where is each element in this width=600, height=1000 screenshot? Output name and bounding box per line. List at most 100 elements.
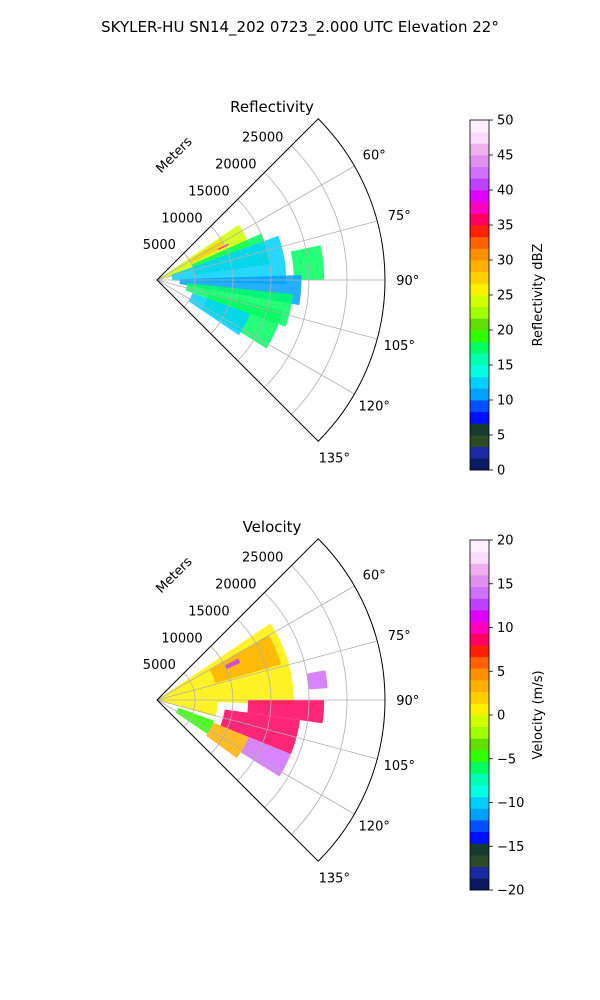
angle-tick-label: 120° — [359, 819, 390, 834]
colorbar-swatch — [470, 201, 489, 214]
colorbar-swatch — [470, 575, 489, 588]
colorbar-swatch — [470, 843, 489, 856]
radial-axis-label: Meters — [154, 554, 196, 596]
colorbar-swatch — [470, 586, 489, 599]
radial-tick-label: 25000 — [242, 551, 283, 566]
data-cell — [171, 235, 287, 285]
colorbar-swatch — [470, 190, 489, 203]
colorbar-tick-label: 30 — [497, 254, 514, 269]
colorbar-swatch — [470, 178, 489, 191]
angle-tick-label: 120° — [359, 399, 390, 414]
radial-axis-label: Meters — [154, 134, 196, 176]
colorbar-swatch — [470, 726, 489, 739]
sector-frame — [156, 118, 386, 442]
grid-layer — [156, 145, 385, 415]
colorbar-swatch — [470, 236, 489, 249]
colorbar-swatch — [470, 866, 489, 879]
colorbar-swatch — [470, 120, 489, 133]
colorbar-swatch — [470, 785, 489, 798]
angle-tick-label: 75° — [388, 209, 411, 224]
colorbar-swatch — [470, 365, 489, 378]
panel-title: Reflectivity — [230, 98, 314, 116]
radial-tick-label: 25000 — [242, 131, 283, 146]
colorbar-tick-label: −10 — [497, 796, 524, 811]
colorbar-swatch — [470, 703, 489, 716]
colorbar-tick-label: 15 — [497, 359, 514, 374]
angle-tick-label: 135° — [319, 871, 350, 886]
angular-gridline — [156, 279, 378, 340]
colorbar-swatch — [470, 248, 489, 261]
colorbar-swatch — [470, 283, 489, 296]
angle-tick-label: 60° — [363, 569, 386, 584]
colorbar-swatch — [470, 680, 489, 693]
angle-tick-label: 75° — [388, 629, 411, 644]
colorbar-swatch — [470, 155, 489, 168]
angle-tick-label: 60° — [363, 149, 386, 164]
colorbar: 0 5 10 15 20 25 30 35 40 45 50 Reflectivity dBZ — [469, 114, 546, 479]
data-cell — [290, 245, 325, 280]
angular-gridline — [156, 585, 355, 701]
colorbar-swatch — [470, 376, 489, 389]
colorbar-tick-label: −15 — [497, 840, 524, 855]
colorbar-swatch — [470, 306, 489, 319]
colorbar-tick-label: 50 — [497, 114, 514, 129]
colorbar-swatch — [470, 131, 489, 144]
sector-frame — [156, 538, 386, 862]
colorbar-tick-label: 10 — [497, 394, 514, 409]
colorbar-swatch — [470, 796, 489, 809]
colorbar-tick-label: 20 — [497, 324, 514, 339]
colorbar-swatch — [470, 271, 489, 284]
colorbar-tick-label: −5 — [497, 752, 516, 767]
radial-tick-label: 15000 — [188, 604, 229, 619]
colorbar-swatch — [470, 295, 489, 308]
angular-gridline — [156, 279, 355, 395]
data-cell — [217, 243, 229, 251]
angle-tick-label: 90° — [396, 694, 419, 709]
colorbar-label: Velocity (m/s) — [531, 670, 546, 759]
angle-tick-label: 105° — [384, 339, 415, 354]
colorbar-swatch — [470, 540, 489, 553]
colorbar-swatch — [470, 656, 489, 669]
colorbar-tick-label: 40 — [497, 184, 514, 199]
colorbar-tick-label: 0 — [497, 709, 505, 724]
colorbar-label: Reflectivity dBZ — [531, 244, 546, 347]
colorbar-swatch — [470, 761, 489, 774]
colorbar-swatch — [470, 446, 489, 459]
colorbar-swatch — [470, 668, 489, 681]
colorbar-swatch — [470, 458, 489, 471]
radial-tick-label: 5000 — [143, 658, 176, 673]
colorbar-swatch — [470, 621, 489, 634]
panel-title: Velocity — [243, 518, 302, 536]
colorbar-swatch — [470, 820, 489, 833]
colorbar-swatch — [470, 388, 489, 401]
colorbar-swatch — [470, 691, 489, 704]
colorbar: −20 −15 −10 −5 0 5 10 15 20 Velocity (m/s) — [469, 534, 546, 899]
colorbar-tick-label: 15 — [497, 577, 514, 592]
colorbar-swatch — [470, 610, 489, 623]
colorbar-swatch — [470, 878, 489, 891]
colorbar-swatch — [470, 645, 489, 658]
angular-gridline — [156, 165, 355, 281]
colorbar-swatch — [470, 400, 489, 413]
data-cell — [247, 700, 325, 724]
colorbar-swatch — [470, 633, 489, 646]
colorbar-swatch — [470, 750, 489, 763]
colorbar-swatch — [470, 423, 489, 436]
angle-tick-label: 135° — [319, 451, 350, 466]
angular-gridline — [156, 699, 378, 760]
data-cell — [224, 658, 241, 670]
angle-tick-label: 90° — [396, 274, 419, 289]
colorbar-tick-label: 5 — [497, 665, 505, 680]
colorbar-swatch — [470, 260, 489, 273]
colorbar-swatch — [470, 411, 489, 424]
colorbar-swatch — [470, 551, 489, 564]
data-cell — [240, 737, 291, 777]
colorbar-swatch — [470, 435, 489, 448]
colorbar-swatch — [470, 353, 489, 366]
figure-title: SKYLER-HU SN14_202 0723_2.000 UTC Elevat… — [101, 18, 499, 37]
angular-gridline — [156, 640, 378, 701]
colorbar-swatch — [470, 143, 489, 156]
colorbar-swatch — [470, 738, 489, 751]
radial-tick-label: 20000 — [215, 158, 256, 173]
